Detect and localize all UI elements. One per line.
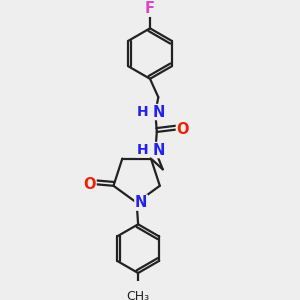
Text: H: H: [137, 105, 149, 119]
Text: CH₃: CH₃: [127, 290, 150, 300]
Text: N: N: [152, 142, 164, 158]
Text: N: N: [152, 105, 164, 120]
Text: F: F: [145, 1, 155, 16]
Text: O: O: [83, 177, 96, 192]
Text: H: H: [137, 143, 149, 157]
Text: O: O: [176, 122, 189, 137]
Text: N: N: [135, 195, 147, 210]
